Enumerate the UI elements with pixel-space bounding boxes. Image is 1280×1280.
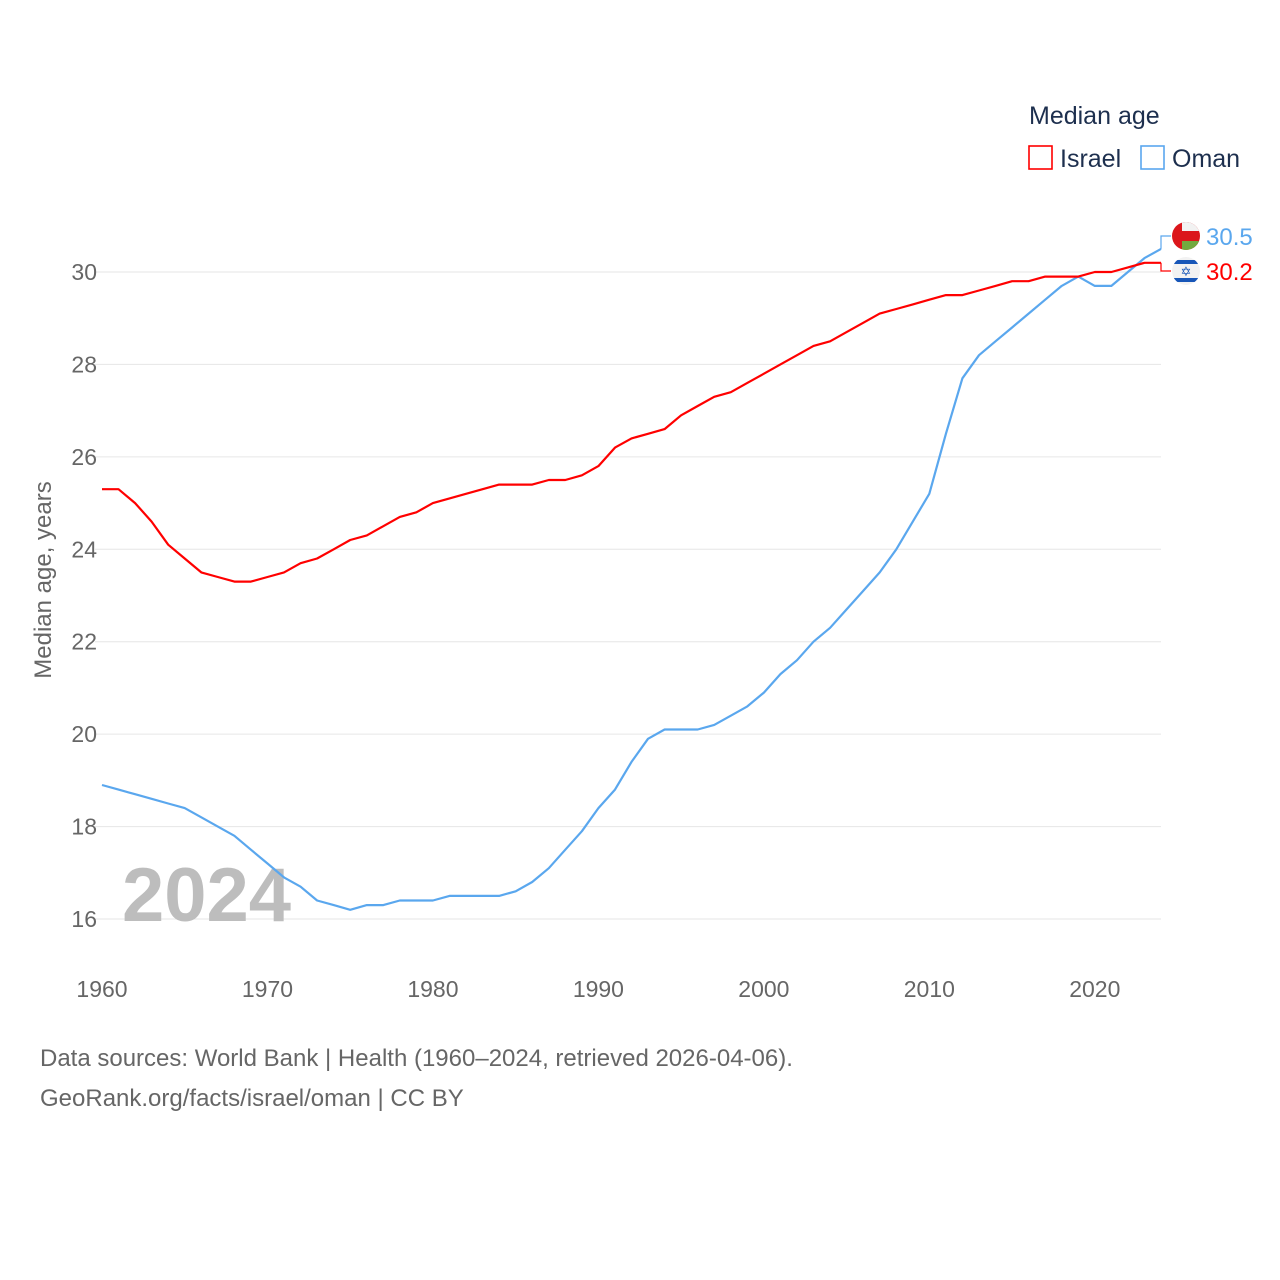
legend-swatch-oman bbox=[1140, 145, 1165, 170]
watermark-year: 2024 bbox=[122, 853, 291, 938]
footer-sources: Data sources: World Bank | Health (1960–… bbox=[40, 1045, 793, 1072]
x-tick-label: 1990 bbox=[573, 976, 624, 1002]
y-tick-label: 24 bbox=[71, 536, 97, 562]
y-tick-label: 26 bbox=[71, 444, 97, 470]
x-tick-label: 1970 bbox=[242, 976, 293, 1002]
legend-swatch-israel bbox=[1028, 145, 1053, 170]
legend-title: Median age bbox=[1029, 102, 1160, 130]
flag-green bbox=[1182, 241, 1200, 250]
israel-flag-icon: ✡ bbox=[1172, 257, 1200, 285]
end-label-oman: 30.5 bbox=[1206, 224, 1253, 251]
series-line-israel bbox=[102, 261, 1161, 583]
legend-label-oman: Oman bbox=[1172, 145, 1240, 173]
y-axis-label: Median age, years bbox=[30, 481, 57, 678]
x-tick-label: 1980 bbox=[407, 976, 458, 1002]
y-tick-label: 30 bbox=[71, 259, 97, 285]
legend-label-israel: Israel bbox=[1060, 145, 1121, 173]
y-tick-label: 18 bbox=[71, 814, 97, 840]
x-tick-label: 2000 bbox=[738, 976, 789, 1002]
end-label-israel: 30.2 bbox=[1206, 259, 1253, 286]
flag-white bbox=[1182, 222, 1200, 231]
oman-flag-icon bbox=[1172, 222, 1200, 250]
footer-attribution[interactable]: GeoRank.org/facts/israel/oman | CC BY bbox=[40, 1085, 464, 1112]
line-chart: 16 18 20 22 24 26 28 30 1960 1970 1980 1990 2000 2010… bbox=[30, 102, 1253, 1002]
end-connector-oman bbox=[1160, 235, 1171, 249]
y-tick-label: 22 bbox=[71, 629, 97, 655]
flag-stripe bbox=[1172, 260, 1200, 264]
x-tick-label: 2010 bbox=[904, 976, 955, 1002]
y-tick-label: 20 bbox=[71, 721, 97, 747]
flag-body: ✡ bbox=[1172, 257, 1200, 285]
x-tick-label: 1960 bbox=[76, 976, 127, 1002]
y-tick-label: 16 bbox=[71, 906, 97, 932]
x-tick-label: 2020 bbox=[1069, 976, 1120, 1002]
end-connector-israel bbox=[1160, 262, 1171, 272]
flag-body bbox=[1172, 222, 1200, 250]
flag-stripe bbox=[1172, 278, 1200, 282]
star-of-david-icon: ✡ bbox=[1181, 264, 1192, 279]
y-tick-label: 28 bbox=[71, 351, 97, 377]
series-line-oman bbox=[101, 247, 1162, 911]
